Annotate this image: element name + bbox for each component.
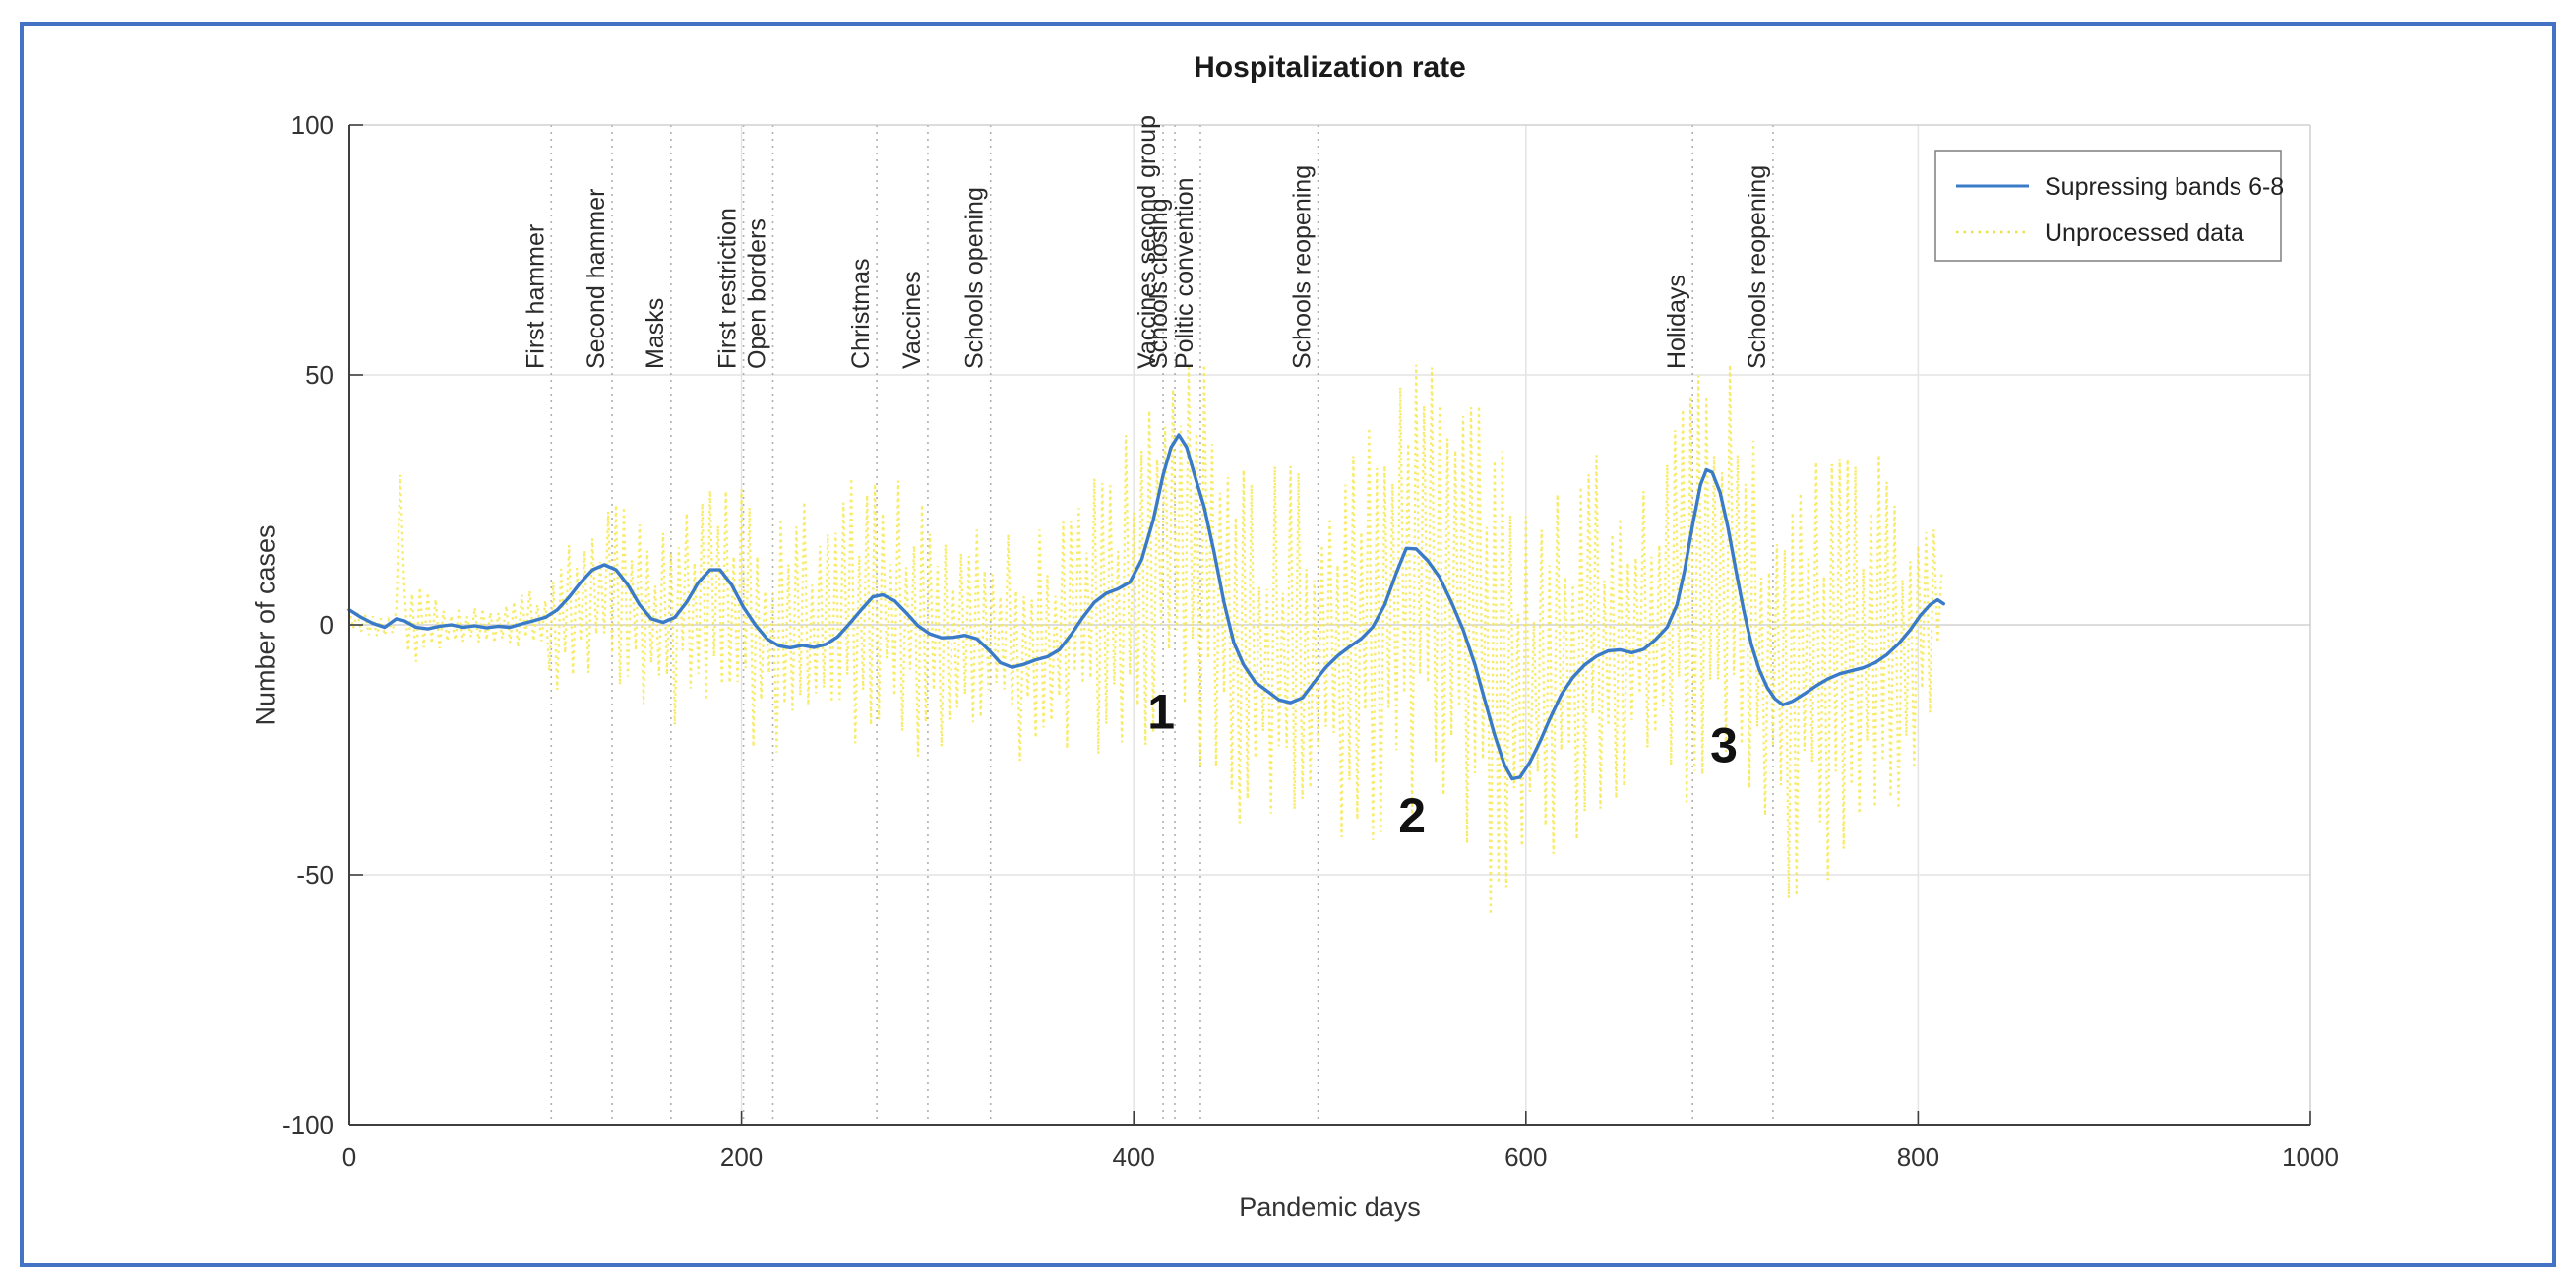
x-tick-label: 200: [720, 1142, 763, 1172]
annotation-number: 3: [1710, 718, 1738, 773]
x-tick-label: 800: [1897, 1142, 1939, 1172]
series-raw: [347, 364, 1943, 915]
y-tick-label: 50: [305, 360, 334, 390]
event-label: Second hammer: [583, 189, 610, 369]
event-label: Schools opening: [961, 187, 989, 369]
event-label: Christmas: [847, 258, 875, 369]
y-tick-label: 100: [291, 110, 334, 140]
y-axis-label: Number of cases: [250, 524, 280, 726]
event-label: Schools closing: [1145, 198, 1173, 369]
event-label: Vaccines second group: [1134, 115, 1161, 369]
y-tick-label: -50: [296, 860, 334, 889]
annotation-number: 1: [1147, 685, 1175, 740]
event-label: Masks: [642, 298, 669, 369]
event-label: Politic convention: [1171, 177, 1198, 369]
legend-entry-smoothed-label: Supressing bands 6-8: [2045, 173, 2285, 201]
event-label: Schools reopening: [1744, 165, 1771, 369]
series-smoothed: [347, 433, 1946, 781]
x-tick-label: 400: [1113, 1142, 1155, 1172]
y-tick-label: -100: [282, 1110, 334, 1139]
event-label: First restriction: [714, 208, 742, 369]
x-tick-label: 1000: [2282, 1142, 2339, 1172]
event-label: Vaccines: [898, 271, 926, 369]
x-tick-label: 600: [1504, 1142, 1547, 1172]
event-label: Open borders: [743, 218, 770, 369]
x-axis-label: Pandemic days: [1239, 1193, 1421, 1222]
event-label: Schools reopening: [1289, 165, 1317, 369]
event-label: Holidays: [1663, 275, 1690, 369]
x-tick-label: 0: [342, 1142, 356, 1172]
y-tick-label: 0: [320, 610, 334, 640]
annotation-number: 2: [1398, 788, 1426, 843]
legend-entry-raw-label: Unprocessed data: [2045, 219, 2244, 247]
chart-title: Hospitalization rate: [1194, 51, 1466, 84]
event-label: First hammer: [521, 224, 549, 369]
legend-box: [1934, 150, 2282, 262]
